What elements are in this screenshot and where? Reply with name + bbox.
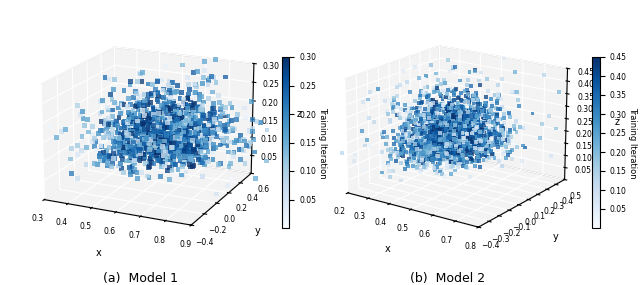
X-axis label: x: x bbox=[385, 244, 390, 254]
Y-axis label: y: y bbox=[255, 225, 260, 235]
Y-axis label: Training Iteration: Training Iteration bbox=[628, 107, 637, 178]
Text: (a)  Model 1: (a) Model 1 bbox=[103, 272, 179, 285]
Y-axis label: y: y bbox=[553, 233, 559, 243]
X-axis label: x: x bbox=[95, 248, 101, 258]
Y-axis label: Training Iteration: Training Iteration bbox=[318, 107, 327, 178]
Text: (b)  Model 2: (b) Model 2 bbox=[410, 272, 486, 285]
